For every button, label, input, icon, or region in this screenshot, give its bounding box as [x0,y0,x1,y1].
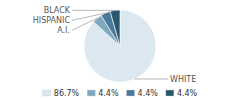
legend-item: 4.4% [166,89,198,98]
slice [110,10,120,46]
legend-label: 4.4% [98,89,119,98]
legend-label: 4.4% [177,89,198,98]
legend-label: 86.7% [54,89,80,98]
legend-swatch [166,90,174,96]
legend-label: 4.4% [138,89,159,98]
pie [84,10,156,82]
slice-label: HISPANIC [33,16,71,25]
legend-item: 86.7% [43,89,80,98]
slice-label: A.I. [57,26,70,35]
legend-item: 4.4% [87,89,119,98]
leader-line [135,78,168,79]
slice-label: WHITE [170,75,196,84]
chart: WHITE A.I.HISPANICBLACK 86.7% 4.4% 4.4% 4.4% [0,0,240,100]
legend-item: 4.4% [127,89,159,98]
leader-line [72,10,115,11]
slice [84,10,156,82]
legend-swatch [43,90,51,96]
slice-labels: WHITE A.I.HISPANICBLACK [33,6,196,84]
leader-line [72,18,97,30]
slice-label: BLACK [44,6,71,15]
leader-line [72,13,105,20]
legend-swatch [87,90,95,96]
legend: 86.7% 4.4% 4.4% 4.4% [43,89,198,98]
legend-swatch [127,90,135,96]
